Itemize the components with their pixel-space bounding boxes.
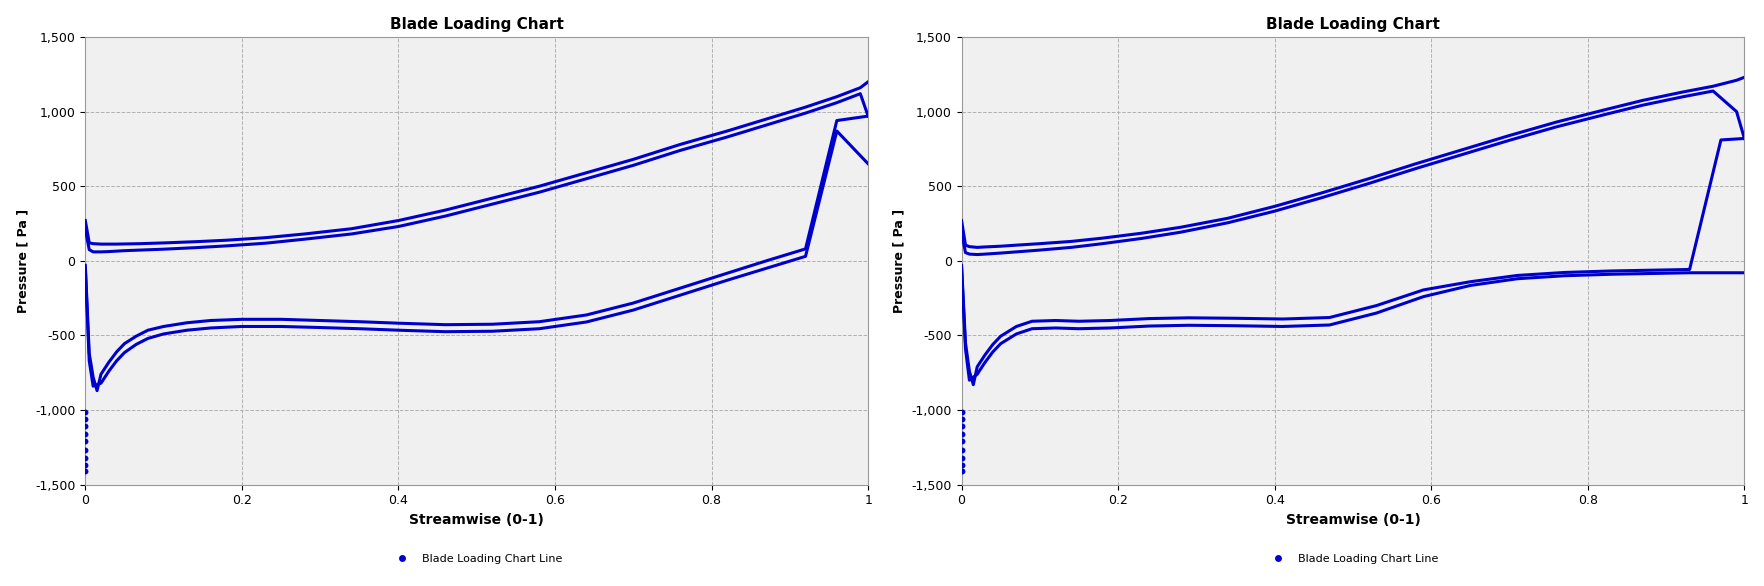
Point bbox=[71, 414, 99, 424]
Y-axis label: Pressure [ Pa ]: Pressure [ Pa ] bbox=[893, 209, 905, 313]
Point bbox=[71, 453, 99, 462]
Point bbox=[947, 437, 975, 446]
Point bbox=[947, 466, 975, 476]
Title: Blade Loading Chart: Blade Loading Chart bbox=[390, 16, 563, 32]
Point bbox=[947, 445, 975, 455]
Point bbox=[71, 461, 99, 470]
Point bbox=[947, 414, 975, 424]
X-axis label: Streamwise (0-1): Streamwise (0-1) bbox=[409, 513, 543, 527]
Point bbox=[947, 422, 975, 431]
X-axis label: Streamwise (0-1): Streamwise (0-1) bbox=[1284, 513, 1420, 527]
Point bbox=[947, 453, 975, 462]
Title: Blade Loading Chart: Blade Loading Chart bbox=[1265, 16, 1439, 32]
Legend: Blade Loading Chart Line: Blade Loading Chart Line bbox=[386, 550, 566, 568]
Point bbox=[947, 429, 975, 438]
Point bbox=[947, 461, 975, 470]
Legend: Blade Loading Chart Line: Blade Loading Chart Line bbox=[1261, 550, 1443, 568]
Point bbox=[71, 429, 99, 438]
Point bbox=[947, 407, 975, 416]
Y-axis label: Pressure [ Pa ]: Pressure [ Pa ] bbox=[16, 209, 30, 313]
Point bbox=[71, 422, 99, 431]
Point bbox=[71, 466, 99, 476]
Point bbox=[71, 407, 99, 416]
Point bbox=[71, 445, 99, 455]
Point bbox=[71, 437, 99, 446]
